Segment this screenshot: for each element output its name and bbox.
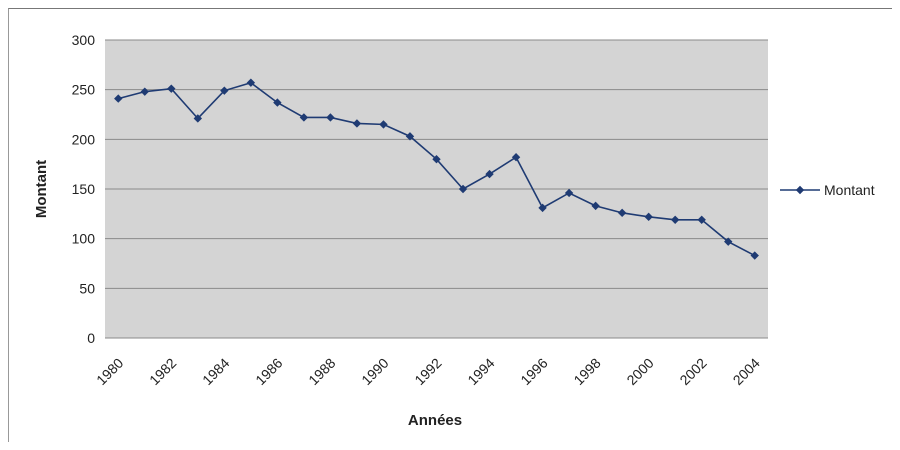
data-point xyxy=(299,113,309,122)
data-point xyxy=(405,132,415,141)
x-tick-label: 1994 xyxy=(464,355,497,388)
data-point xyxy=(511,153,521,162)
y-tick-label: 150 xyxy=(72,181,96,197)
data-point xyxy=(644,212,653,222)
data-point xyxy=(193,114,203,123)
legend-label: Montant xyxy=(824,182,875,198)
y-tick-labels: 0 50 100 150 200 250 300 xyxy=(72,32,96,346)
x-tick-label: 1988 xyxy=(305,355,338,388)
x-tick-label: 1980 xyxy=(93,355,126,388)
data-point xyxy=(246,78,256,87)
x-tick-label: 1998 xyxy=(570,355,603,388)
series-layer xyxy=(114,78,759,260)
x-tick-label: 1984 xyxy=(199,355,232,388)
data-point xyxy=(114,94,123,103)
data-point xyxy=(670,215,680,224)
data-point xyxy=(697,215,706,224)
data-point xyxy=(273,98,282,107)
data-point xyxy=(352,119,362,128)
y-tick-label: 50 xyxy=(79,280,95,296)
y-tick-label: 250 xyxy=(72,82,96,98)
x-tick-labels: 1980 1982 1984 1986 1988 1990 1992 1994 1996 1998… xyxy=(93,355,763,388)
x-axis-title: Années xyxy=(408,412,462,429)
data-point xyxy=(220,86,229,95)
data-point xyxy=(617,208,627,218)
x-tick-label: 1982 xyxy=(146,355,179,388)
data-point xyxy=(326,113,335,122)
y-axis-title: Montant xyxy=(33,160,50,218)
x-tick-label: 1986 xyxy=(252,355,285,388)
y-tick-label: 100 xyxy=(72,231,96,247)
x-tick-label: 1990 xyxy=(358,355,391,388)
data-point xyxy=(140,87,149,96)
chart-frame xyxy=(8,8,892,442)
x-tick-label: 2004 xyxy=(730,355,763,388)
x-tick-label: 1996 xyxy=(517,355,550,388)
data-point xyxy=(167,84,176,93)
data-point xyxy=(538,203,547,213)
data-point xyxy=(485,169,494,179)
data-point xyxy=(458,184,468,194)
y-tick-label: 0 xyxy=(87,330,95,346)
data-point xyxy=(379,120,388,129)
x-tick-label: 1992 xyxy=(411,355,444,388)
data-point xyxy=(724,237,733,246)
data-point xyxy=(432,155,441,164)
y-tick-label: 200 xyxy=(72,131,96,147)
data-point xyxy=(564,188,574,198)
data-point xyxy=(591,201,600,211)
x-tick-label: 2000 xyxy=(623,355,656,388)
legend: Montant xyxy=(780,182,875,198)
x-tick-label: 2002 xyxy=(676,355,709,388)
legend-marker xyxy=(795,185,805,195)
gridlines xyxy=(105,39,768,339)
y-tick-label: 300 xyxy=(72,32,96,48)
data-point xyxy=(750,251,759,260)
